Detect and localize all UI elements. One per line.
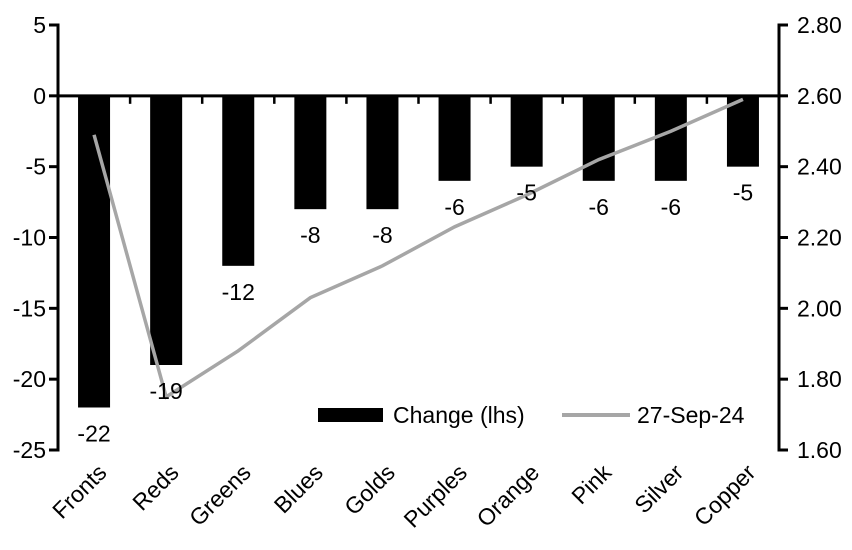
- right-axis-tick-label: 1.60: [797, 437, 842, 463]
- line-series-27-sep-24: [92, 97, 744, 400]
- bar-value-label-golds: -8: [372, 222, 392, 248]
- left-axis-tick-label: -10: [13, 225, 46, 251]
- bar-value-label-greens: -12: [222, 279, 255, 305]
- right-axis-tick-label: 2.60: [797, 83, 842, 109]
- right-axis-tick-label: 2.20: [797, 225, 842, 251]
- left-axis-tick-label: 0: [33, 83, 46, 109]
- left-axis-tick-label: 5: [33, 12, 46, 38]
- bar-value-label-purples: -6: [444, 194, 464, 220]
- right-axis-tick-label: 2.40: [797, 154, 842, 180]
- category-label-copper: Copper: [689, 459, 761, 531]
- legend-label-change-lhs: Change (lhs): [393, 401, 525, 428]
- legend-item-27-sep-24: 27-Sep-24: [562, 401, 744, 429]
- bar-copper: [726, 95, 759, 167]
- bar-greens: [222, 95, 255, 266]
- line-series-swatch-icon: [562, 413, 630, 417]
- bar-value-label-copper: -5: [733, 180, 753, 206]
- bar-golds: [366, 95, 399, 210]
- left-axis-tick-label: -20: [13, 366, 46, 392]
- bar-value-label-fronts: -22: [77, 421, 110, 447]
- right-axis-tick-label: 1.80: [797, 366, 842, 392]
- right-axis-tick-label: 2.80: [797, 12, 842, 38]
- bar-value-label-blues: -8: [300, 222, 320, 248]
- left-axis-tick-label: -5: [26, 154, 46, 180]
- legend-item-change-lhs: Change (lhs): [318, 401, 525, 429]
- category-label-greens: Greens: [184, 459, 256, 531]
- bar-value-label-reds: -19: [150, 378, 183, 404]
- bar-value-label-orange: -5: [516, 180, 536, 206]
- bar-series-swatch-icon: [318, 408, 383, 422]
- bar-value-label-pink: -6: [589, 194, 609, 220]
- category-label-orange: Orange: [472, 459, 545, 532]
- right-axis-tick-label: 2.00: [797, 295, 842, 321]
- legend-label-27-sep-24: 27-Sep-24: [637, 401, 745, 428]
- bar-orange: [510, 95, 543, 167]
- left-axis-tick-label: -25: [13, 437, 46, 463]
- category-label-pink: Pink: [566, 459, 616, 509]
- bar-blues: [294, 95, 327, 210]
- bar-fronts: [78, 95, 111, 408]
- bar-purples: [438, 95, 471, 181]
- category-label-golds: Golds: [339, 459, 400, 520]
- bar-value-label-silver: -6: [661, 194, 681, 220]
- category-label-purples: Purples: [399, 459, 473, 533]
- bar-silver: [654, 95, 687, 181]
- category-label-blues: Blues: [269, 459, 328, 518]
- category-label-silver: Silver: [629, 459, 688, 518]
- bar-pink: [582, 95, 615, 181]
- bar-reds: [150, 95, 183, 365]
- left-axis-tick-label: -15: [13, 295, 46, 321]
- category-label-reds: Reds: [127, 459, 183, 515]
- category-label-fronts: Fronts: [47, 459, 111, 523]
